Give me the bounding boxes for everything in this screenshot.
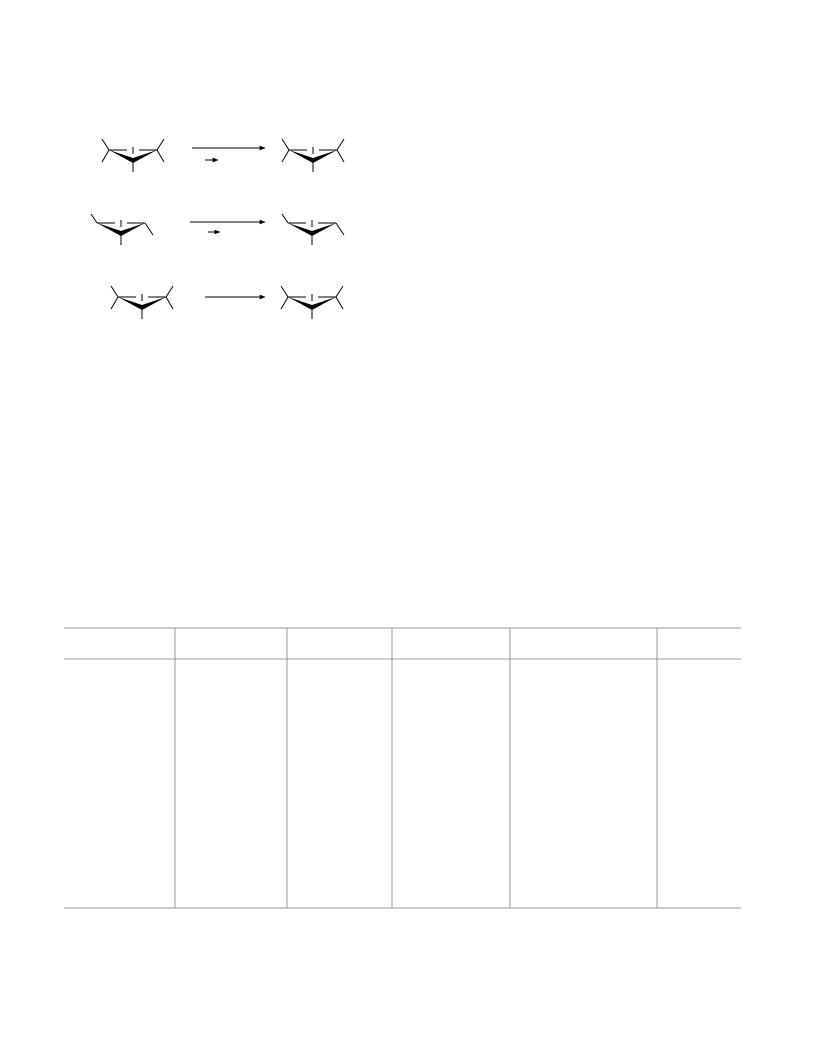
table xyxy=(64,627,741,909)
scheme-row-3 xyxy=(110,285,344,320)
scheme-row-1 xyxy=(101,138,345,173)
scheme-row-2 xyxy=(90,213,345,246)
